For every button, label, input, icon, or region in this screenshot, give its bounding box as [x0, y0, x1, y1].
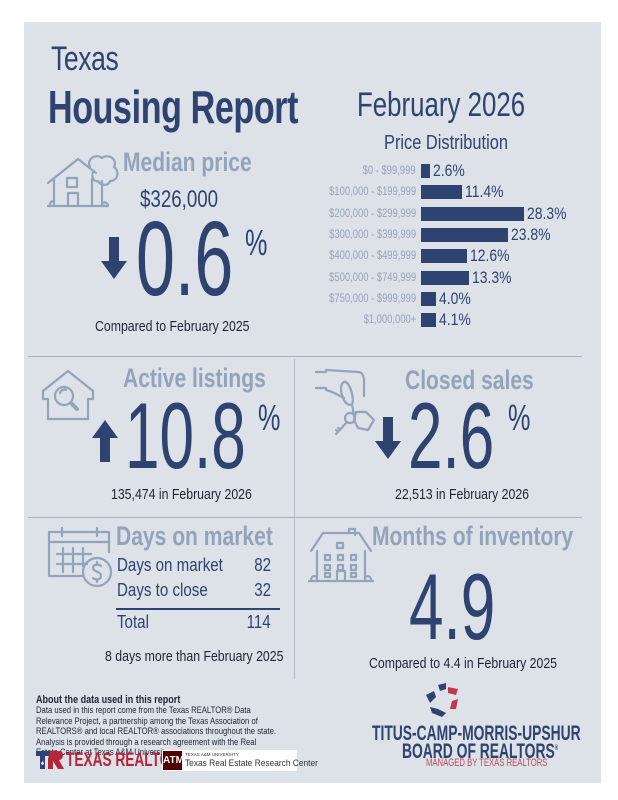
apartment-building-icon [307, 527, 375, 583]
price-bar [421, 227, 508, 242]
months-inventory-caption: Compared to 4.4 in February 2025 [369, 655, 558, 672]
registered-mark: ® [554, 745, 559, 752]
price-bar-value-label: 12.6% [469, 246, 510, 266]
dom-total-value: 114 [246, 612, 271, 632]
price-distribution-row: $200,000 - $299,999 28.3% [300, 203, 600, 223]
house-tree-icon [46, 155, 119, 208]
median-price-change: 0.6 [136, 200, 234, 318]
dom-total-label: Total [117, 612, 149, 632]
report-title: Housing Report [48, 81, 299, 133]
arrow-up-icon [92, 420, 118, 462]
active-listings-pct-symbol: % [258, 397, 281, 438]
house-search-icon [41, 369, 95, 421]
closed-sales-caption: 22,513 in February 2026 [395, 486, 530, 503]
tamu-university-label: TEXAS A&M UNIVERSITY [185, 752, 239, 757]
price-bar [421, 313, 436, 328]
dom-row-value: 32 [254, 580, 271, 600]
closed-sales-change: 2.6 [408, 383, 495, 488]
board-star-logo-icon [426, 683, 458, 717]
divider-horizontal-bottom [28, 517, 582, 518]
median-price-pct-symbol: % [245, 222, 268, 263]
price-distribution-row: $400,000 - $499,999 12.6% [300, 246, 600, 266]
dom-row-value: 82 [254, 555, 271, 575]
median-price-heading: Median price [123, 147, 252, 177]
price-distribution-row: $500,000 - $749,999 13.3% [300, 267, 600, 287]
price-bar-value-label: 23.8% [510, 224, 551, 244]
price-bracket-label: $1,000,000+ [363, 314, 416, 327]
price-bar-value-label: 13.3% [472, 267, 512, 287]
dom-row-label: Days to close [117, 580, 208, 600]
price-bar [421, 249, 467, 264]
price-bar-value-label: 28.3% [527, 203, 567, 223]
days-on-market-caption: 8 days more than February 2025 [105, 648, 284, 665]
price-bracket-label: $500,000 - $749,999 [328, 271, 416, 284]
price-distribution-row: $300,000 - $399,999 23.8% [300, 224, 600, 244]
divider-vertical [294, 359, 295, 679]
board-name-line1: TITUS-CAMP-MORRIS-UPSHUR [372, 722, 581, 745]
report-panel [24, 22, 601, 783]
divider-horizontal-top [28, 356, 582, 357]
board-name-line2-text: BOARD OF REALTORS [402, 740, 555, 763]
report-title-state: Texas [51, 40, 119, 78]
about-text: Data used in this report come from the T… [36, 705, 277, 758]
price-distribution-row: $750,000 - $999,999 4.0% [300, 288, 600, 308]
arrow-down-icon [101, 237, 127, 279]
dom-row-total: Total 114 [117, 612, 271, 634]
tamu-mark-icon: ATM [163, 751, 184, 770]
active-listings-caption: 135,474 in February 2026 [111, 486, 252, 503]
price-bracket-label: $200,000 - $299,999 [328, 207, 416, 220]
price-bar [421, 206, 524, 221]
report-date: February 2026 [357, 86, 526, 124]
days-on-market-heading: Days on market [116, 521, 273, 551]
texas-realtors-logo-text: TEXAS REALTORS [66, 750, 190, 771]
months-inventory-heading: Months of inventory [372, 521, 574, 551]
price-bar-value-label: 4.1% [438, 310, 471, 330]
active-listings-heading: Active listings [123, 363, 266, 393]
tamu-logo: ATM TEXAS A&M UNIVERSITY Texas Real Esta… [162, 750, 318, 771]
price-bar [421, 164, 431, 178]
dom-row-label: Days on market [117, 555, 223, 575]
price-bar [421, 291, 436, 306]
price-distribution-row: $0 - $99,999 2.6% [300, 161, 600, 180]
dom-row-days-to-close: Days to close 32 [117, 580, 271, 602]
price-bracket-label: $400,000 - $499,999 [328, 250, 416, 263]
board-managed-by: MANAGED BY TEXAS REALTORS [426, 757, 548, 769]
hand-keys-icon [314, 368, 376, 436]
price-bar [421, 270, 470, 285]
closed-sales-pct-symbol: % [508, 397, 531, 438]
board-name-line2: BOARD OF REALTORS® [402, 740, 558, 764]
price-bar [421, 185, 463, 200]
arrow-down-icon [375, 417, 401, 459]
active-listings-change: 10.8 [125, 383, 246, 488]
dom-total-rule [116, 608, 280, 610]
price-bracket-label: $300,000 - $399,999 [328, 228, 416, 241]
price-bar-value-label: 2.6% [433, 161, 466, 180]
dom-row-days-on-market: Days on market 82 [117, 555, 271, 577]
price-bracket-label: $0 - $99,999 [363, 165, 416, 177]
median-price-caption: Compared to February 2025 [95, 318, 250, 335]
median-price-value: $326,000 [140, 186, 219, 213]
price-distribution-title: Price Distribution [384, 132, 508, 154]
price-bracket-label: $750,000 - $999,999 [328, 292, 416, 305]
price-distribution-row: $1,000,000+ 4.1% [300, 310, 600, 330]
calendar-dollar-icon [47, 526, 113, 588]
texas-realtors-logo-icon [36, 751, 64, 769]
tamu-center-name: Texas Real Estate Research Center [185, 758, 318, 769]
price-bar-value-label: 11.4% [465, 182, 504, 202]
closed-sales-heading: Closed sales [405, 365, 534, 395]
price-distribution-row: $100,000 - $199,999 11.4% [300, 182, 600, 202]
price-bracket-label: $100,000 - $199,999 [328, 186, 416, 199]
months-inventory-value: 4.9 [409, 554, 496, 659]
price-bar-value-label: 4.0% [438, 288, 471, 308]
about-title: About the data used in this report [36, 694, 181, 706]
